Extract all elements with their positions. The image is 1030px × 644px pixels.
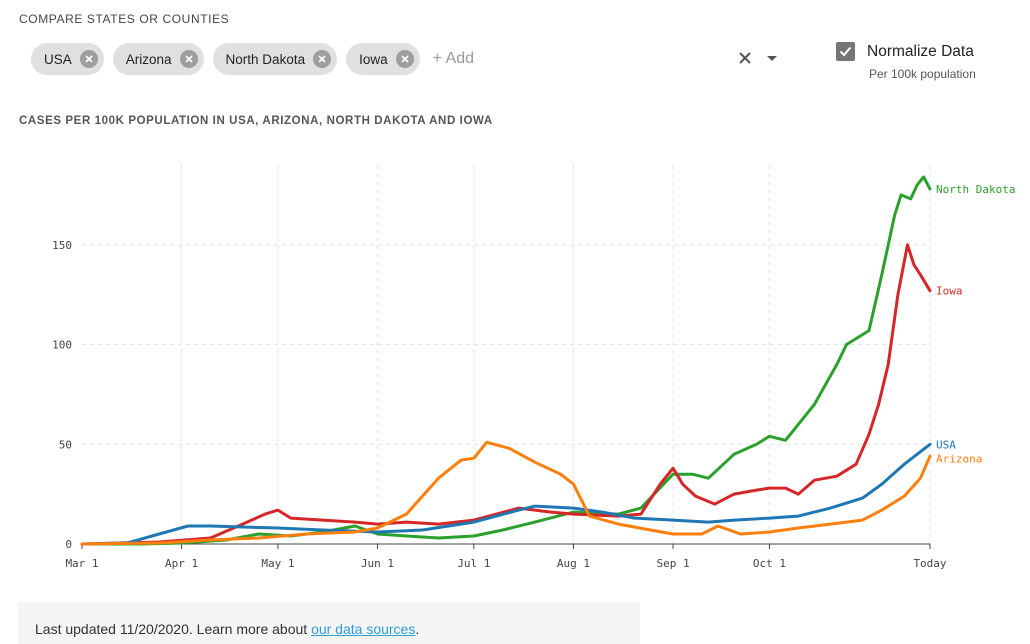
add-location-input[interactable]: + Add	[432, 50, 474, 67]
chip-label: North Dakota	[225, 51, 306, 67]
chip-arizona[interactable]: Arizona	[112, 43, 204, 75]
chip-north-dakota[interactable]: North Dakota	[212, 43, 338, 75]
series-line-usa	[80, 442, 932, 546]
remove-chip-icon[interactable]	[313, 50, 332, 68]
compare-chip-list: USA Arizona North Dakota Iowa + Add	[31, 43, 474, 75]
remove-chip-icon[interactable]	[395, 50, 414, 68]
x-tick-label: Mar 1	[65, 557, 98, 570]
remove-chip-icon[interactable]	[79, 50, 98, 68]
y-tick-label: 150	[52, 239, 72, 252]
chip-label: USA	[44, 51, 72, 67]
series-line-arizona	[80, 440, 932, 546]
footer-text: Last updated 11/20/2020. Learn more abou…	[35, 621, 312, 637]
series-label-arizona: Arizona	[936, 452, 982, 465]
chip-iowa[interactable]: Iowa	[346, 43, 420, 75]
chart-series	[80, 175, 932, 546]
series-label-north-dakota: North Dakota	[936, 183, 1015, 196]
y-tick-label: 0	[65, 538, 72, 551]
chip-usa[interactable]: USA	[31, 43, 104, 75]
x-tick-label: Oct 1	[753, 557, 786, 570]
series-label-usa: USA	[936, 438, 956, 451]
compare-section-label: COMPARE STATES OR COUNTIES	[19, 12, 230, 26]
clear-all-icon[interactable]	[737, 50, 753, 66]
footer-suffix: .	[415, 621, 420, 637]
footer-bar: Last updated 11/20/2020. Learn more abou…	[18, 602, 640, 644]
x-tick-label: Jun 1	[361, 557, 394, 570]
dropdown-caret-icon[interactable]	[767, 56, 777, 61]
x-tick-label: Apr 1	[165, 557, 198, 570]
chip-label: Iowa	[359, 51, 388, 67]
series-line-iowa	[80, 243, 932, 546]
chart-title: CASES PER 100K POPULATION IN USA, ARIZON…	[19, 115, 493, 127]
x-tick-label: Jul 1	[457, 557, 490, 570]
y-tick-label: 50	[59, 438, 72, 451]
remove-chip-icon[interactable]	[179, 50, 198, 68]
normalize-sublabel: Per 100k population	[869, 67, 976, 81]
chart-axes: 0 50 100 150 Mar 1 Apr 1 May 1 Jun 1 Jul 1 Aug 1 S…	[52, 239, 947, 570]
x-tick-label: Today	[913, 557, 946, 570]
x-tick-label: Sep 1	[656, 557, 689, 570]
x-tick-label: May 1	[261, 557, 294, 570]
chart-grid	[82, 165, 931, 544]
series-label-iowa: Iowa	[936, 285, 963, 298]
data-sources-link[interactable]: our data sources	[311, 621, 416, 637]
cases-line-chart: 0 50 100 150 Mar 1 Apr 1 May 1 Jun 1 Jul 1 Aug 1 S…	[52, 165, 1015, 570]
x-tick-label: Aug 1	[557, 557, 590, 570]
normalize-checkbox[interactable]	[836, 42, 855, 61]
chip-label: Arizona	[125, 51, 172, 67]
normalize-label: Normalize Data	[867, 43, 974, 60]
y-tick-label: 100	[52, 339, 72, 352]
